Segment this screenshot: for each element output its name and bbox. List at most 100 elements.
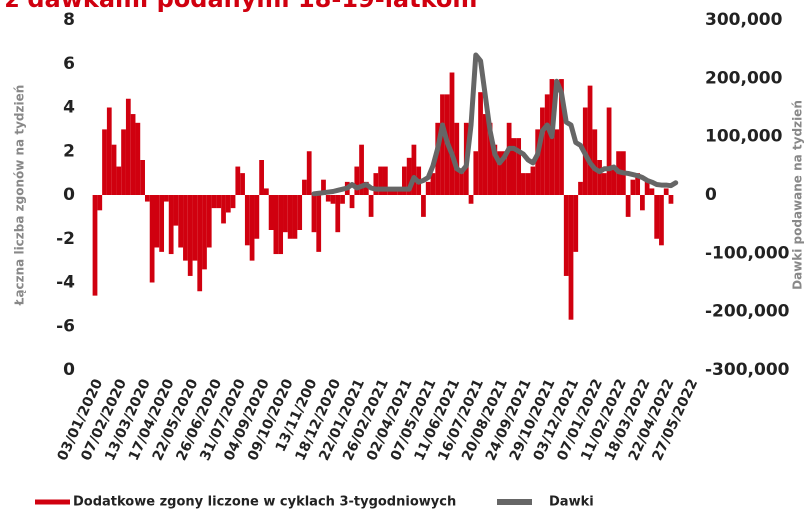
chart-title: z dawkami podanymi 18-19-latkom: [5, 0, 477, 13]
bar: [102, 129, 107, 195]
bar: [335, 195, 341, 233]
bar: [292, 195, 298, 239]
bar: [349, 195, 355, 209]
legend-label: Dodatkowe zgony liczone w cyklach 3-tygo…: [73, 495, 456, 510]
y2-tick-label: 0: [705, 185, 717, 205]
bar: [406, 157, 412, 195]
bar: [378, 166, 383, 195]
bar: [421, 195, 426, 217]
bar: [354, 166, 360, 195]
bar: [625, 195, 631, 217]
y2-tick-label: -200,000: [705, 302, 790, 322]
y-tick-label: 4: [63, 98, 75, 118]
bar: [254, 195, 260, 239]
bar: [535, 129, 541, 195]
bar: [487, 122, 493, 195]
bar: [130, 114, 136, 195]
bar: [278, 195, 284, 255]
bar: [516, 138, 522, 195]
y-axis-label: Łączna liczba zgonów na tydzień: [13, 85, 27, 307]
bar: [573, 195, 579, 252]
bar: [244, 195, 250, 246]
bar: [430, 173, 436, 195]
bar: [597, 160, 602, 195]
bar: [106, 107, 112, 195]
bar: [459, 173, 464, 195]
bar: [340, 195, 345, 204]
bar: [206, 195, 212, 248]
y2-tick-label: -300,000: [705, 360, 790, 380]
bar: [373, 173, 379, 195]
bar: [140, 160, 145, 195]
bar: [178, 195, 184, 248]
bar: [287, 195, 293, 239]
bar: [363, 181, 369, 195]
bar: [601, 173, 607, 195]
bar: [187, 195, 193, 276]
bar: [306, 151, 312, 195]
bar: [283, 195, 288, 233]
bar: [554, 129, 560, 195]
y-tick-label: -2: [56, 229, 75, 249]
bar: [259, 160, 264, 195]
bar: [263, 188, 269, 195]
bar: [473, 151, 479, 195]
y2-tick-label: -100,000: [705, 243, 790, 263]
bar: [125, 98, 131, 195]
y2-tick-label: 300,000: [705, 10, 783, 30]
bar: [164, 195, 169, 202]
bar: [154, 195, 160, 248]
bar: [468, 195, 474, 204]
bar: [435, 122, 441, 195]
bar: [649, 188, 655, 195]
bar: [425, 181, 431, 195]
bar: [440, 94, 445, 195]
bar: [297, 195, 303, 230]
bar: [397, 188, 403, 195]
y2-tick-label: 100,000: [705, 127, 783, 147]
bar: [587, 85, 593, 195]
bar: [235, 166, 241, 195]
y-tick-label: -4: [56, 273, 75, 293]
bar: [525, 173, 531, 195]
bar: [630, 179, 636, 195]
bar: [478, 92, 483, 195]
bar: [192, 195, 198, 261]
bar: [273, 195, 279, 255]
bar: [497, 151, 502, 195]
bar: [359, 144, 364, 195]
bar: [173, 195, 179, 226]
bar: [563, 195, 569, 276]
bar: [97, 195, 103, 211]
bar: [268, 195, 274, 230]
bar: [387, 188, 393, 195]
bar: [592, 129, 598, 195]
bar: [659, 195, 664, 246]
bar: [511, 138, 517, 195]
bar: [116, 166, 122, 195]
bar: [501, 151, 507, 195]
bar: [316, 195, 322, 252]
bar: [221, 195, 226, 224]
y-tick-label: 6: [63, 54, 75, 74]
bar: [482, 114, 488, 195]
bar: [225, 195, 231, 213]
bar: [168, 195, 174, 255]
bar: [506, 122, 512, 195]
bar: [135, 122, 141, 195]
bar: [559, 79, 564, 195]
bar: [249, 195, 255, 261]
legend-label: Dawki: [549, 495, 594, 510]
bar: [211, 195, 217, 209]
bar: [311, 195, 317, 233]
y2-axis-label: Dawki podawane na tydzień: [791, 100, 805, 290]
y2-tick-label: 200,000: [705, 68, 783, 88]
bar: [411, 144, 417, 195]
y-tick-label: 8: [63, 10, 75, 30]
line: [311, 52, 679, 197]
y-tick-label: 0: [63, 360, 75, 380]
bar: [668, 195, 674, 204]
bar: [392, 188, 398, 195]
bar: [302, 179, 307, 195]
